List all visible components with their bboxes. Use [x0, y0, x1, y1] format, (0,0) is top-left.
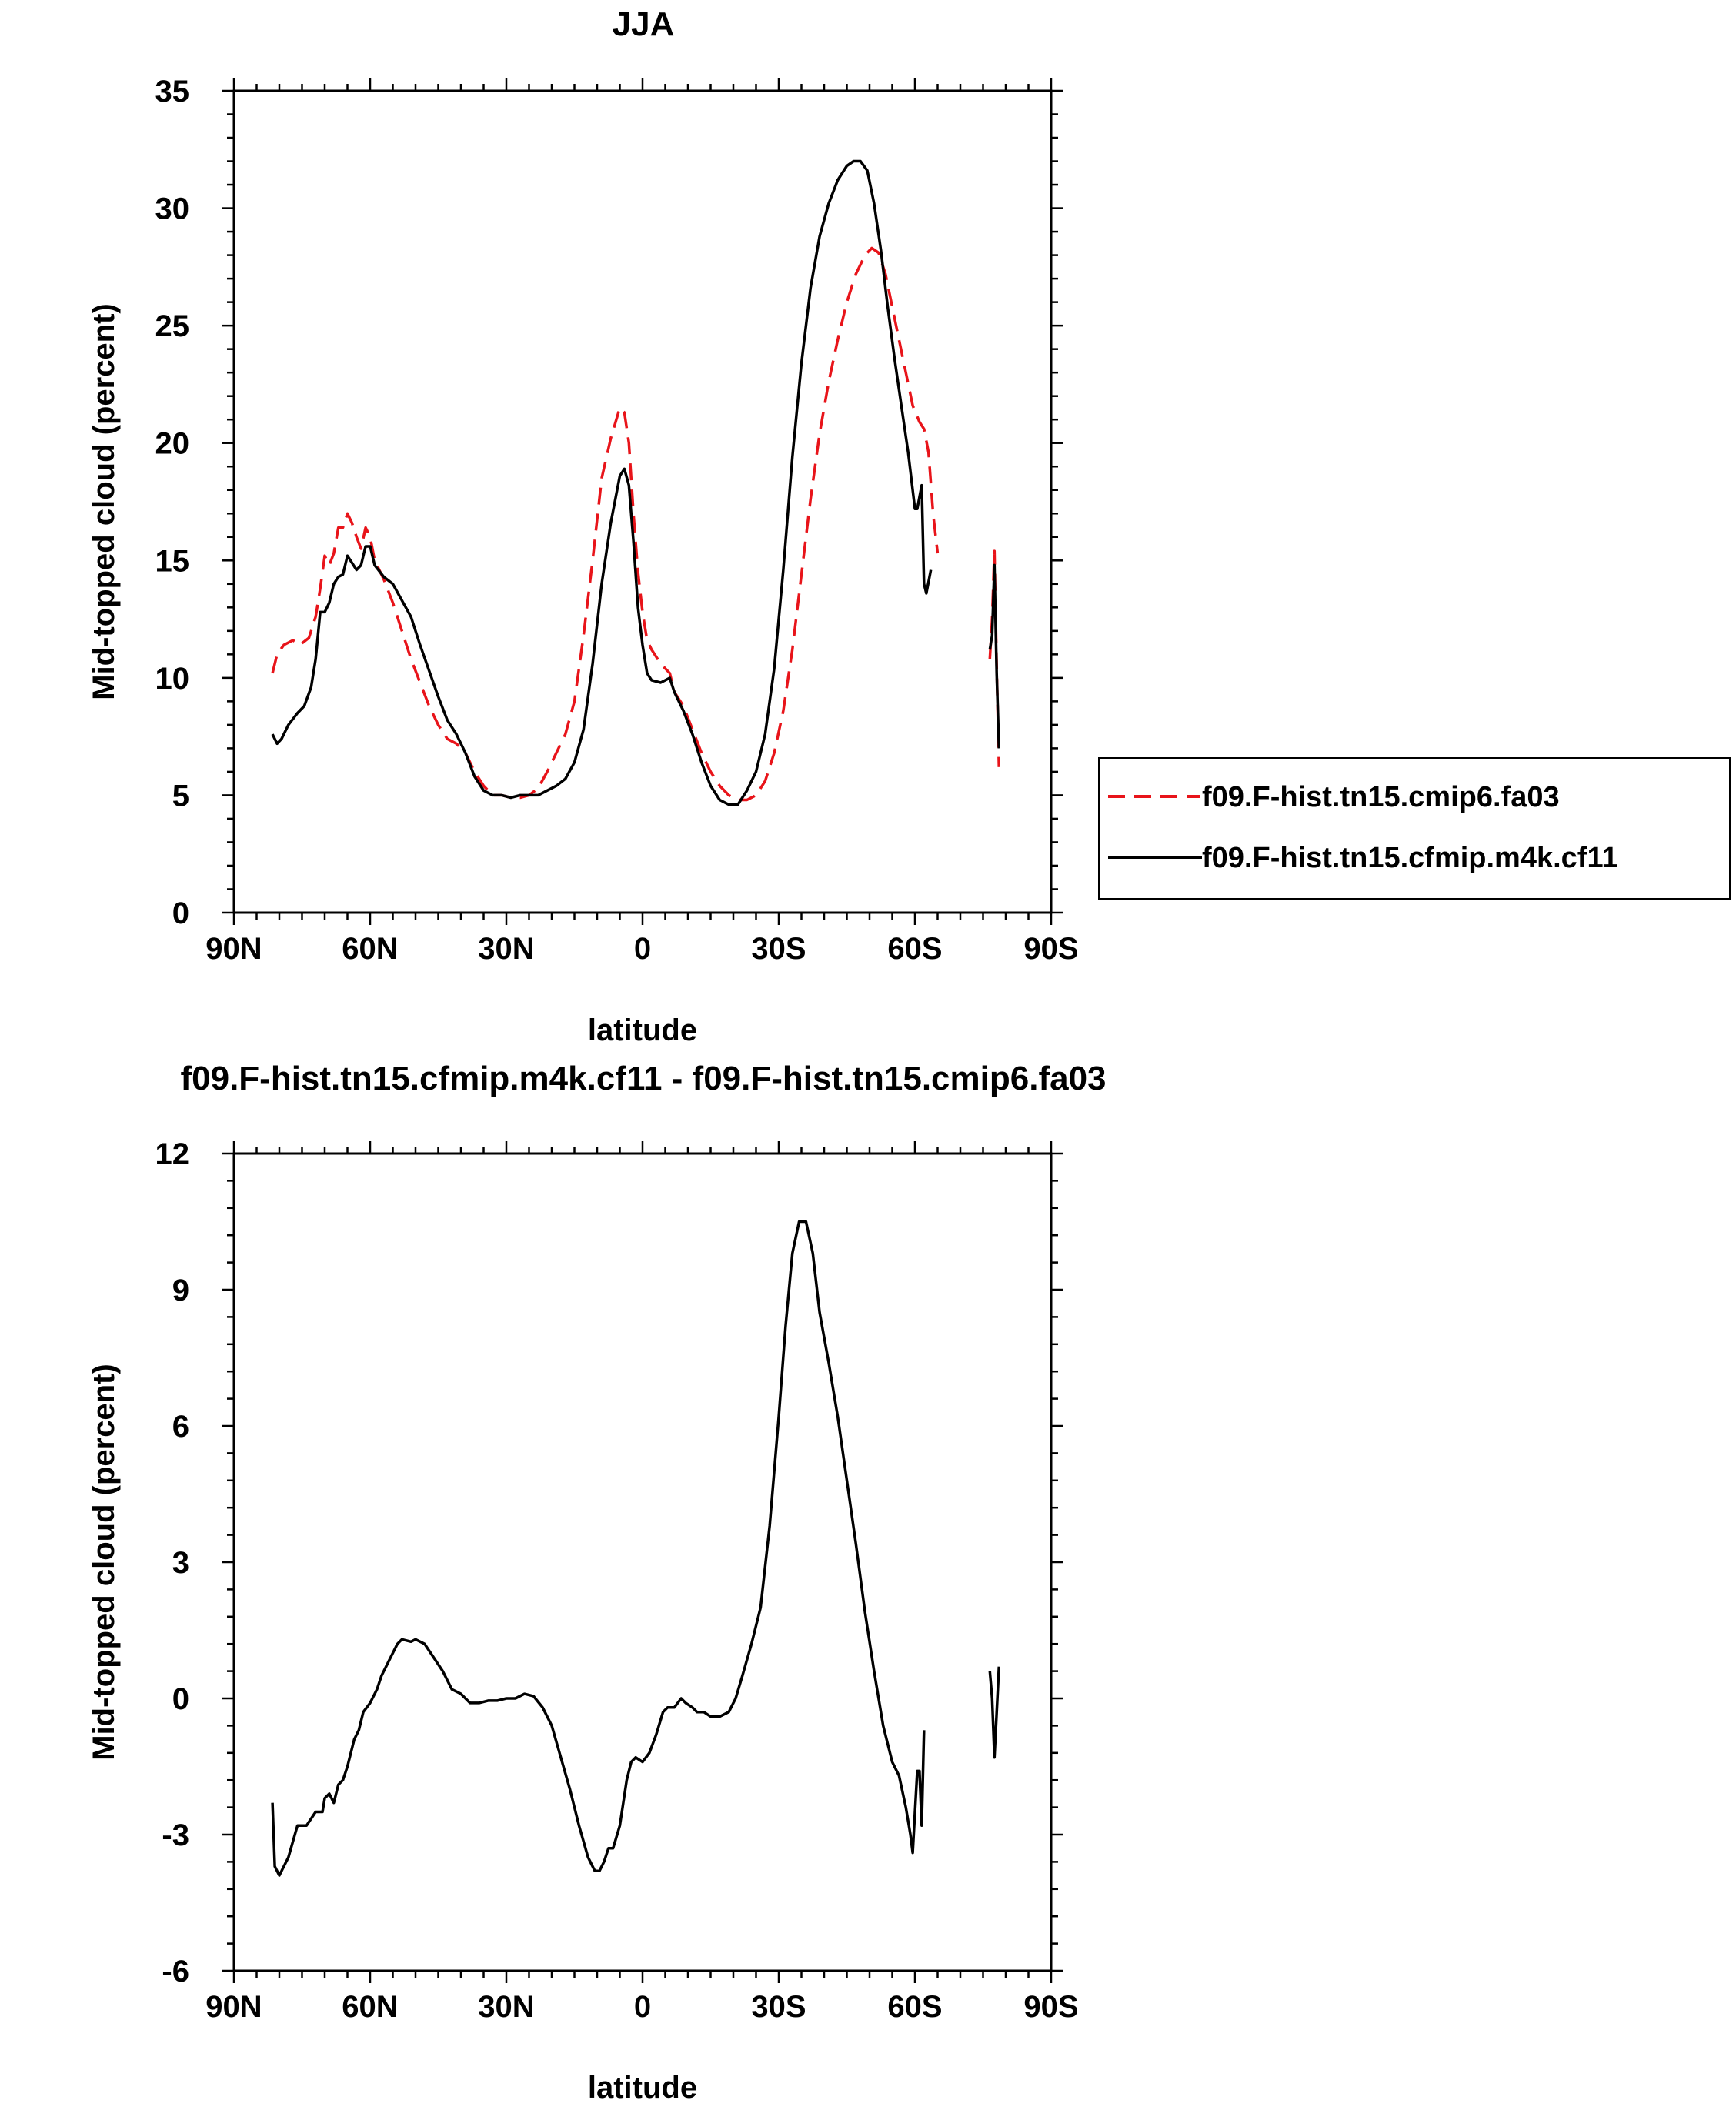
- series-line-2-segment-2: [988, 563, 1000, 749]
- series-line-1-segment-2: [988, 1666, 1000, 1759]
- x-tick-label: 30S: [751, 1990, 806, 2024]
- x-tick-label: 90N: [205, 932, 262, 966]
- y-tick-label: -6: [162, 1955, 189, 1988]
- series-line-1-segment-1: [271, 1220, 926, 1877]
- chart-jja: JJA 90N 60N 30N 0 30S 60S 90S 0 5 10 15 20 25 30 35 la…: [87, 5, 1079, 1047]
- y-tick-label: 0: [172, 1682, 189, 1716]
- x-tick-label: 0: [634, 932, 651, 966]
- x-axis-label: latitude: [588, 1013, 697, 1047]
- legend-label-cf11: f09.F-hist.tn15.cfmip.m4k.cf11: [1202, 842, 1618, 874]
- x-tick-label: 60N: [342, 932, 398, 966]
- y-tick-label: 0: [172, 897, 189, 930]
- y-tick-label: 35: [155, 75, 190, 109]
- chart-difference: f09.F-hist.tn15.cfmip.m4k.cf11 - f09.F-h…: [87, 1060, 1107, 2105]
- y-tick-label: 10: [155, 662, 190, 696]
- plot-frame: [232, 1152, 1053, 1972]
- chart-title: JJA: [613, 5, 675, 43]
- x-tick-label: 30S: [751, 932, 806, 966]
- plot-frame: [232, 89, 1053, 914]
- x-tick-label: 90S: [1023, 932, 1078, 966]
- y-tick-label: 15: [155, 544, 190, 578]
- chart-title: f09.F-hist.tn15.cfmip.m4k.cf11 - f09.F-h…: [180, 1060, 1106, 1097]
- x-tick-label: 90N: [205, 1990, 262, 2024]
- y-tick-label: 5: [172, 779, 189, 813]
- x-tick-label: 60S: [887, 1990, 942, 2024]
- series-line-1-segment-1: [271, 246, 940, 802]
- x-tick-label: 90S: [1023, 1990, 1078, 2024]
- legend: f09.F-hist.tn15.cmip6.fa03 f09.F-hist.tn…: [1098, 757, 1731, 900]
- legend-label-fa03: f09.F-hist.tn15.cmip6.fa03: [1202, 781, 1560, 813]
- y-tick-label: -3: [162, 1818, 189, 1852]
- x-tick-label: 30N: [478, 932, 534, 966]
- y-axis-label: Mid-topped cloud (percent): [87, 1364, 121, 1761]
- legend-box: [1098, 757, 1731, 900]
- y-tick-label: 25: [155, 309, 190, 343]
- y-tick-label: 3: [172, 1546, 189, 1580]
- y-tick-label: 6: [172, 1410, 189, 1444]
- x-tick-label: 60N: [342, 1990, 398, 2024]
- x-tick-label: 0: [634, 1990, 651, 2024]
- x-tick-label: 30N: [478, 1990, 534, 2024]
- chart-marks: [271, 1220, 1000, 1877]
- y-tick-label: 20: [155, 427, 190, 461]
- chart-marks: [271, 159, 1000, 806]
- x-tick-label: 60S: [887, 932, 942, 966]
- y-tick-label: 30: [155, 192, 190, 226]
- y-axis-label: Mid-topped cloud (percent): [87, 303, 121, 700]
- y-tick-label: 9: [172, 1274, 189, 1307]
- y-tick-label: 12: [155, 1137, 190, 1171]
- axis-ticks: 90N 60N 30N 0 30S 60S 90S -6 -3 0 3 6 9 12: [155, 1137, 1079, 2024]
- axis-ticks: 90N 60N 30N 0 30S 60S 90S 0 5 10 15 20 25 30 35: [155, 75, 1079, 966]
- x-axis-label: latitude: [588, 2071, 697, 2105]
- series-line-2-segment-1: [271, 159, 933, 806]
